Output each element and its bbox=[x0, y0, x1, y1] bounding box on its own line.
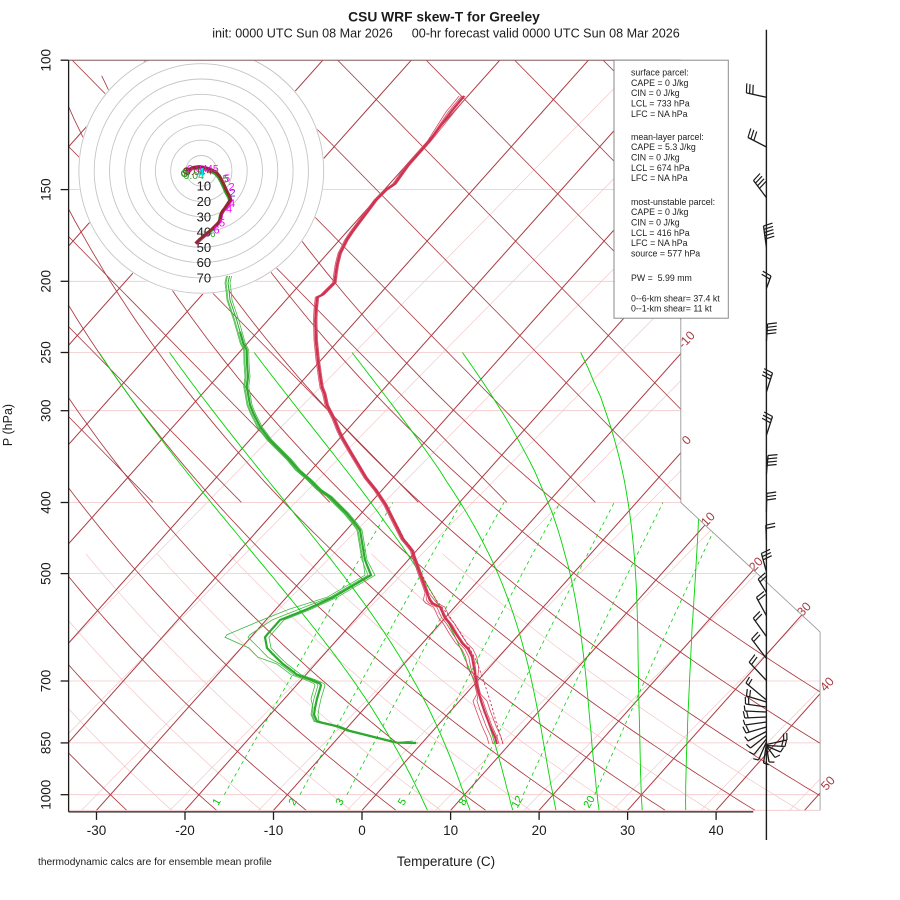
svg-text:surface parcel:: surface parcel: bbox=[631, 68, 689, 78]
svg-text:150: 150 bbox=[39, 178, 54, 201]
svg-text:0.04: 0.04 bbox=[185, 166, 206, 178]
svg-text:30: 30 bbox=[620, 823, 635, 838]
svg-text:850: 850 bbox=[39, 732, 54, 755]
svg-text:50: 50 bbox=[197, 240, 211, 255]
svg-text:400: 400 bbox=[39, 491, 54, 514]
svg-text:LFC = NA hPa: LFC = NA hPa bbox=[631, 238, 688, 248]
svg-text:P (hPa): P (hPa) bbox=[1, 404, 15, 446]
svg-text:PW = 5.99 mm: PW = 5.99 mm bbox=[631, 273, 692, 283]
svg-text:60: 60 bbox=[197, 255, 211, 270]
svg-text:20: 20 bbox=[581, 794, 597, 810]
svg-text:10: 10 bbox=[443, 823, 458, 838]
svg-text:45: 45 bbox=[207, 163, 219, 175]
svg-text:20: 20 bbox=[532, 823, 547, 838]
svg-text:CAPE = 0 J/kg: CAPE = 0 J/kg bbox=[631, 78, 689, 88]
svg-text:LFC = NA hPa: LFC = NA hPa bbox=[631, 173, 688, 183]
svg-text:70: 70 bbox=[197, 271, 211, 286]
svg-text:CIN = 0 J/kg: CIN = 0 J/kg bbox=[631, 218, 680, 228]
svg-text:CSU WRF skew-T for Greeley: CSU WRF skew-T for Greeley bbox=[348, 10, 540, 25]
svg-text:6: 6 bbox=[214, 225, 220, 237]
svg-text:5: 5 bbox=[396, 796, 409, 807]
svg-text:500: 500 bbox=[39, 562, 54, 585]
svg-text:200: 200 bbox=[39, 270, 54, 293]
svg-text:most-unstable parcel:: most-unstable parcel: bbox=[631, 197, 715, 207]
svg-text:0.04: 0.04 bbox=[184, 170, 205, 182]
svg-text:0.04: 0.04 bbox=[187, 163, 208, 175]
svg-text:700: 700 bbox=[39, 670, 54, 693]
svg-text:LCL = 733 hPa: LCL = 733 hPa bbox=[631, 99, 690, 109]
svg-text:CIN = 0 J/kg: CIN = 0 J/kg bbox=[631, 88, 680, 98]
svg-text:1000: 1000 bbox=[39, 780, 54, 810]
svg-text:mean-layer parcel:: mean-layer parcel: bbox=[631, 132, 704, 142]
svg-text:2: 2 bbox=[286, 796, 299, 807]
svg-text:40: 40 bbox=[709, 823, 724, 838]
svg-text:-20: -20 bbox=[175, 823, 195, 838]
svg-text:0--1-km shear= 11 kt: 0--1-km shear= 11 kt bbox=[631, 304, 712, 314]
svg-text:4: 4 bbox=[226, 204, 232, 216]
svg-text:5: 5 bbox=[223, 174, 229, 186]
svg-text:CIN = 0 J/kg: CIN = 0 J/kg bbox=[631, 153, 680, 163]
svg-text:2: 2 bbox=[230, 188, 236, 200]
svg-text:1: 1 bbox=[210, 796, 223, 807]
svg-text:-10: -10 bbox=[264, 823, 284, 838]
svg-text:CAPE = 5.3 J/kg: CAPE = 5.3 J/kg bbox=[631, 142, 696, 152]
svg-text:300: 300 bbox=[39, 399, 54, 422]
svg-text:LCL = 674 hPa: LCL = 674 hPa bbox=[631, 163, 690, 173]
svg-text:CAPE = 0 J/kg: CAPE = 0 J/kg bbox=[631, 207, 689, 217]
svg-text:0--6-km shear= 37.4 kt: 0--6-km shear= 37.4 kt bbox=[631, 294, 720, 304]
svg-text:source = 577 hPa: source = 577 hPa bbox=[631, 249, 700, 259]
svg-text:4: 4 bbox=[229, 198, 235, 210]
svg-text:LFC = NA hPa: LFC = NA hPa bbox=[631, 109, 688, 119]
svg-text:10: 10 bbox=[197, 179, 211, 194]
svg-text:30: 30 bbox=[197, 209, 211, 224]
svg-text:4: 4 bbox=[207, 167, 213, 178]
svg-text:-30: -30 bbox=[87, 823, 107, 838]
svg-text:8: 8 bbox=[456, 796, 469, 807]
svg-text:250: 250 bbox=[39, 341, 54, 364]
svg-text:5: 5 bbox=[224, 173, 230, 185]
svg-text:3: 3 bbox=[334, 796, 347, 807]
svg-text:100: 100 bbox=[39, 49, 54, 72]
svg-text:6: 6 bbox=[210, 229, 216, 240]
svg-text:12: 12 bbox=[509, 794, 525, 810]
svg-text:2: 2 bbox=[229, 182, 235, 194]
svg-text:LCL = 416 hPa: LCL = 416 hPa bbox=[631, 228, 690, 238]
svg-text:0: 0 bbox=[358, 823, 366, 838]
svg-text:20: 20 bbox=[197, 194, 211, 209]
svg-text:5: 5 bbox=[219, 218, 225, 230]
svg-text:Temperature (C): Temperature (C) bbox=[397, 854, 495, 869]
svg-text:4: 4 bbox=[198, 166, 205, 180]
svg-text:thermodynamic calcs are for en: thermodynamic calcs are for ensemble mea… bbox=[38, 857, 272, 868]
svg-text:40: 40 bbox=[197, 225, 211, 240]
svg-text:init: 0000 UTC Sun 08 Mar 2026: init: 0000 UTC Sun 08 Mar 2026 00-hr for… bbox=[212, 27, 680, 41]
